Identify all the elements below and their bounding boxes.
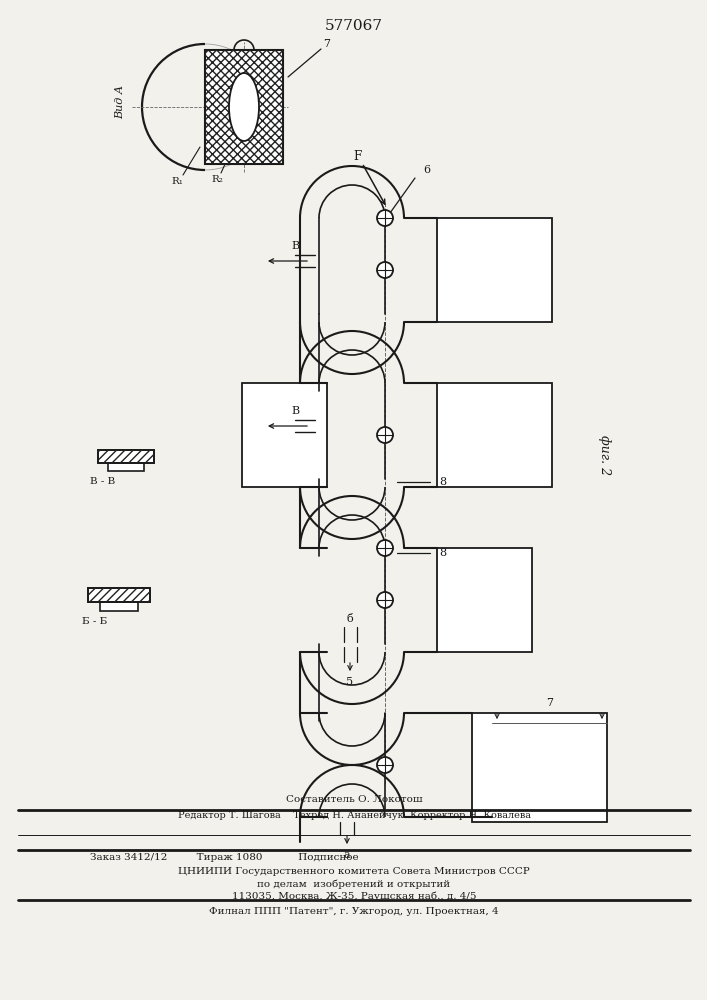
Text: б: б (346, 614, 354, 624)
Circle shape (377, 592, 393, 608)
Text: 7: 7 (324, 39, 330, 49)
Text: Заказ 3412/12         Тираж 1080           Подписное: Заказ 3412/12 Тираж 1080 Подписное (90, 854, 358, 862)
Text: Составитель О. Локотош: Составитель О. Локотош (286, 796, 422, 804)
Text: ЦНИИПИ Государственного комитета Совета Министров СССР: ЦНИИПИ Государственного комитета Совета … (178, 867, 530, 876)
Bar (472, 713, 607, 822)
Bar (98, 450, 154, 463)
Text: а: а (344, 850, 350, 860)
Ellipse shape (229, 73, 259, 141)
Text: F: F (353, 149, 361, 162)
Text: Б - Б: Б - Б (82, 617, 107, 626)
Text: В - В: В - В (90, 477, 115, 486)
Text: 8: 8 (440, 477, 447, 487)
Text: 7: 7 (546, 698, 553, 708)
Bar (205, 50, 283, 164)
Text: Вид А: Вид А (115, 85, 125, 119)
Text: В: В (291, 241, 299, 251)
Text: R₂: R₂ (211, 174, 223, 184)
Text: В: В (291, 406, 299, 416)
Text: фиг. 2: фиг. 2 (599, 435, 612, 475)
Bar (437, 548, 532, 652)
Text: Филнал ППП "Патент", г. Ужгород, ул. Проектная, 4: Филнал ППП "Патент", г. Ужгород, ул. Про… (209, 908, 499, 916)
Circle shape (377, 262, 393, 278)
Bar (205, 50, 283, 164)
Circle shape (377, 540, 393, 556)
Bar (108, 463, 144, 471)
Text: 113035, Москва, Ж-35, Раушская наб., д. 4/5: 113035, Москва, Ж-35, Раушская наб., д. … (232, 891, 477, 901)
Text: R₁: R₁ (171, 176, 183, 186)
Bar (437, 383, 552, 487)
Bar (88, 588, 150, 602)
Bar (437, 218, 552, 322)
Text: по делам  изобретений и открытий: по делам изобретений и открытий (257, 879, 450, 889)
Bar (88, 588, 150, 602)
Circle shape (377, 757, 393, 773)
Text: 577067: 577067 (325, 19, 383, 33)
Text: 8: 8 (440, 548, 447, 558)
Text: Редактор Т. Шагова    Техред Н. Ананейчук  Корректор Н. Ковалева: Редактор Т. Шагова Техред Н. Ананейчук К… (177, 810, 530, 820)
Bar (98, 450, 154, 463)
Bar (98, 450, 154, 463)
Bar (242, 383, 327, 487)
Circle shape (377, 427, 393, 443)
Circle shape (377, 210, 393, 226)
Bar (100, 602, 138, 611)
Text: 5: 5 (346, 677, 354, 687)
Text: 6: 6 (423, 165, 431, 175)
Bar (205, 50, 283, 164)
Bar (88, 588, 150, 602)
